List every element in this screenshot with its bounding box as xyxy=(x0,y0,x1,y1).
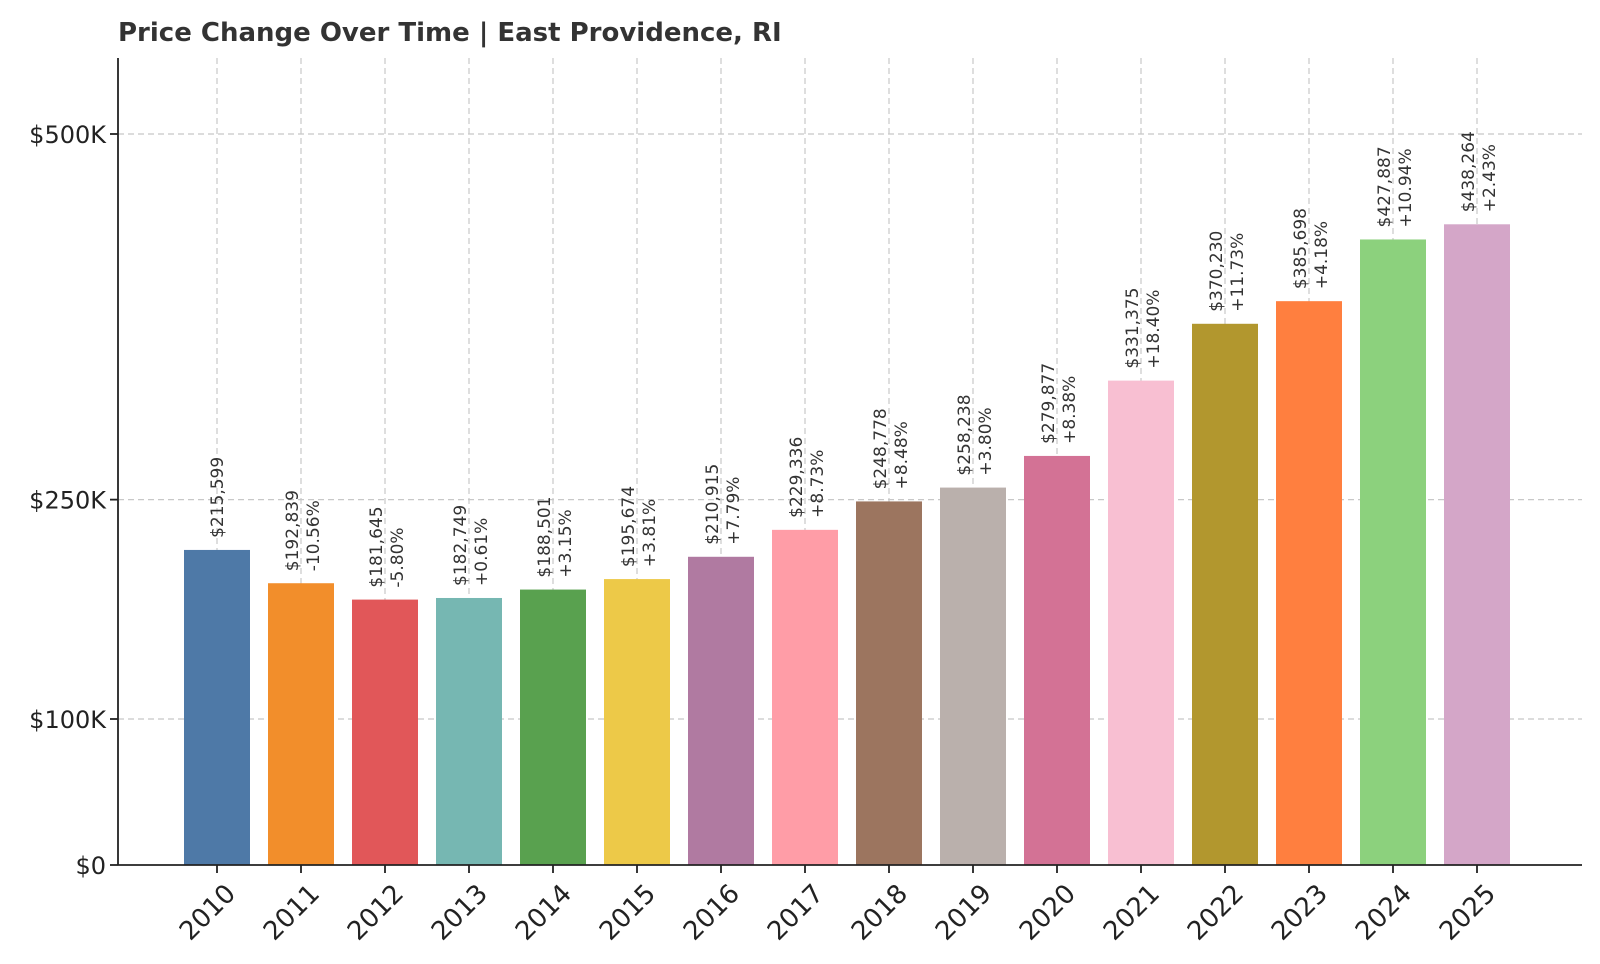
bar-change-text: +7.79% xyxy=(724,477,744,545)
bar-change-text: +3.81% xyxy=(640,499,660,567)
x-tick-label: 2015 xyxy=(594,879,662,947)
bar-price-text: $210,915 xyxy=(703,464,723,545)
bar-2018 xyxy=(856,501,922,865)
bar-change-text: -10.56% xyxy=(304,500,324,571)
bar-price-text: $188,501 xyxy=(535,496,555,577)
bar-labels-layer: $215,599 $192,839-10.56% $181,645-5.80% $18… xyxy=(208,131,1500,587)
x-tick-label: 2017 xyxy=(762,879,830,947)
bar-change-text: +8.48% xyxy=(892,421,912,489)
bar-price-text: $438,264 xyxy=(1459,131,1479,212)
bar-value-label: $438,264+2.43% xyxy=(1459,131,1500,212)
x-tick-label: 2011 xyxy=(258,879,326,947)
bar-2020 xyxy=(1024,455,1090,865)
bar-value-label: $427,887+10.94% xyxy=(1375,146,1416,227)
bar-value-label: $192,839-10.56% xyxy=(283,490,324,571)
bar-change-text: +4.18% xyxy=(1312,221,1332,289)
bar-2025 xyxy=(1444,224,1510,866)
x-tick-label: 2019 xyxy=(930,879,998,947)
x-tick-label: 2021 xyxy=(1098,879,1166,947)
x-tick-label: 2022 xyxy=(1182,879,1250,947)
bar-price-text: $215,599 xyxy=(208,457,228,538)
bar-change-text: +18.40% xyxy=(1144,290,1164,369)
bar-value-label: $279,877+8.38% xyxy=(1039,363,1080,444)
bar-price-text: $192,839 xyxy=(283,490,303,571)
bar-2022 xyxy=(1192,323,1258,865)
bar-2012 xyxy=(352,599,418,865)
bar-value-label: $248,778+8.48% xyxy=(871,408,912,489)
bar-change-text: +3.15% xyxy=(556,509,576,577)
bar-value-label: $195,674+3.81% xyxy=(619,486,660,567)
y-tick-label: $500K xyxy=(29,121,107,149)
bar-2014 xyxy=(520,589,586,865)
x-tick-label: 2018 xyxy=(846,879,914,947)
y-tick-label: $0 xyxy=(75,852,106,880)
bar-change-text: +3.80% xyxy=(976,407,996,475)
x-tick-label: 2013 xyxy=(426,879,494,947)
bar-value-label: $181,645-5.80% xyxy=(367,506,408,587)
bar-change-text: +8.73% xyxy=(808,450,828,518)
bar-2017 xyxy=(772,529,838,865)
x-tick-label: 2012 xyxy=(342,879,410,947)
bar-price-text: $258,238 xyxy=(955,394,975,475)
x-tick-label: 2010 xyxy=(174,879,242,947)
bar-price-text: $248,778 xyxy=(871,408,891,489)
bar-price-text: $385,698 xyxy=(1291,208,1311,289)
bar-change-text: +8.38% xyxy=(1060,376,1080,444)
bar-2019 xyxy=(940,487,1006,865)
bar-price-text: $229,336 xyxy=(787,437,807,518)
bar-2021 xyxy=(1108,380,1174,865)
bars-layer xyxy=(184,224,1510,866)
bar-change-text: -5.80% xyxy=(388,527,408,587)
bar-2011 xyxy=(268,583,334,865)
x-tick-label: 2014 xyxy=(510,879,578,947)
bar-price-text: $195,674 xyxy=(619,486,639,567)
bar-value-label: $385,698+4.18% xyxy=(1291,208,1332,289)
bar-2010 xyxy=(184,549,250,865)
bar-value-label: $331,375+18.40% xyxy=(1123,287,1164,368)
bar-value-label: $210,915+7.79% xyxy=(703,464,744,545)
chart-title: Price Change Over Time | East Providence… xyxy=(118,18,782,48)
bar-value-label: $188,501+3.15% xyxy=(535,496,576,577)
bar-change-text: +0.61% xyxy=(472,518,492,586)
bar-price-text: $279,877 xyxy=(1039,363,1059,444)
x-tick-label: 2025 xyxy=(1434,879,1502,947)
x-tick-label: 2016 xyxy=(678,879,746,947)
bar-2023 xyxy=(1276,301,1342,865)
bar-value-label: $215,599 xyxy=(208,457,228,538)
x-tick-label: 2024 xyxy=(1350,879,1418,947)
bar-price-text: $370,230 xyxy=(1207,231,1227,312)
x-tick-label: 2023 xyxy=(1266,879,1334,947)
bar-2024 xyxy=(1360,239,1426,865)
bar-price-text: $331,375 xyxy=(1123,287,1143,368)
bar-2013 xyxy=(436,597,502,865)
bar-price-text: $181,645 xyxy=(367,506,387,587)
bar-price-text: $427,887 xyxy=(1375,146,1395,227)
bar-value-label: $182,749+0.61% xyxy=(451,505,492,586)
y-tick-label: $100K xyxy=(29,706,107,734)
bar-change-text: +10.94% xyxy=(1396,148,1416,227)
bar-price-text: $182,749 xyxy=(451,505,471,586)
x-tick-label: 2020 xyxy=(1014,879,1082,947)
y-tick-label: $250K xyxy=(29,487,107,515)
bar-change-text: +2.43% xyxy=(1480,144,1500,212)
bar-value-label: $229,336+8.73% xyxy=(787,437,828,518)
bar-2016 xyxy=(688,556,754,865)
bar-change-text: +11.73% xyxy=(1228,233,1248,312)
bar-value-label: $370,230+11.73% xyxy=(1207,231,1248,312)
bar-2015 xyxy=(604,579,670,865)
bar-value-label: $258,238+3.80% xyxy=(955,394,996,475)
